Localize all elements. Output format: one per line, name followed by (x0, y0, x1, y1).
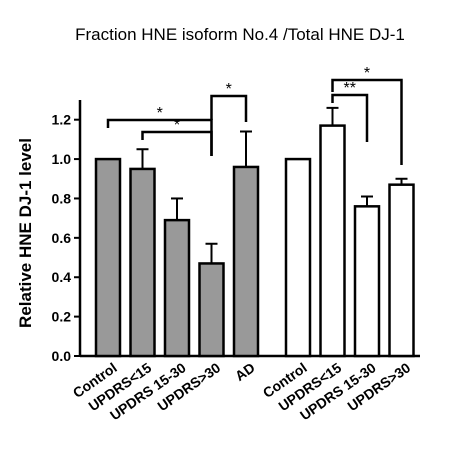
bar (284, 157, 312, 358)
significance-label: * (174, 117, 180, 134)
category-label: AD (232, 359, 258, 384)
y-tick-label: 1.2 (52, 112, 72, 128)
bar (353, 205, 381, 358)
bar (163, 218, 191, 358)
y-tick-label: 0.6 (52, 230, 72, 246)
bar (198, 262, 225, 358)
significance-bracket (141, 130, 213, 156)
y-tick-label: 0.4 (52, 269, 72, 285)
y-tick-label: 0.8 (52, 190, 72, 206)
significance-bracket (210, 94, 248, 122)
bar (388, 183, 415, 358)
y-tick-label: 0.0 (52, 348, 72, 364)
y-tick-label: 0.2 (52, 309, 72, 325)
significance-bracket (106, 118, 213, 156)
y-tick-label: 1.0 (52, 151, 72, 167)
significance-brackets: *** *** (106, 65, 403, 165)
bar (129, 167, 156, 358)
significance-label: ** (344, 80, 356, 97)
bars (94, 106, 415, 358)
y-axis-label: Relative HNE DJ-1 level (16, 138, 35, 328)
significance-label: * (364, 65, 370, 82)
bar (319, 124, 346, 358)
bar (232, 165, 260, 358)
significance-bracket (331, 78, 403, 165)
bar (94, 157, 122, 358)
significance-bracket (331, 93, 369, 142)
chart-title: Fraction HNE isoform No.4 /Total HNE DJ-… (75, 25, 405, 44)
significance-label: * (157, 105, 163, 122)
significance-label: * (226, 81, 232, 98)
